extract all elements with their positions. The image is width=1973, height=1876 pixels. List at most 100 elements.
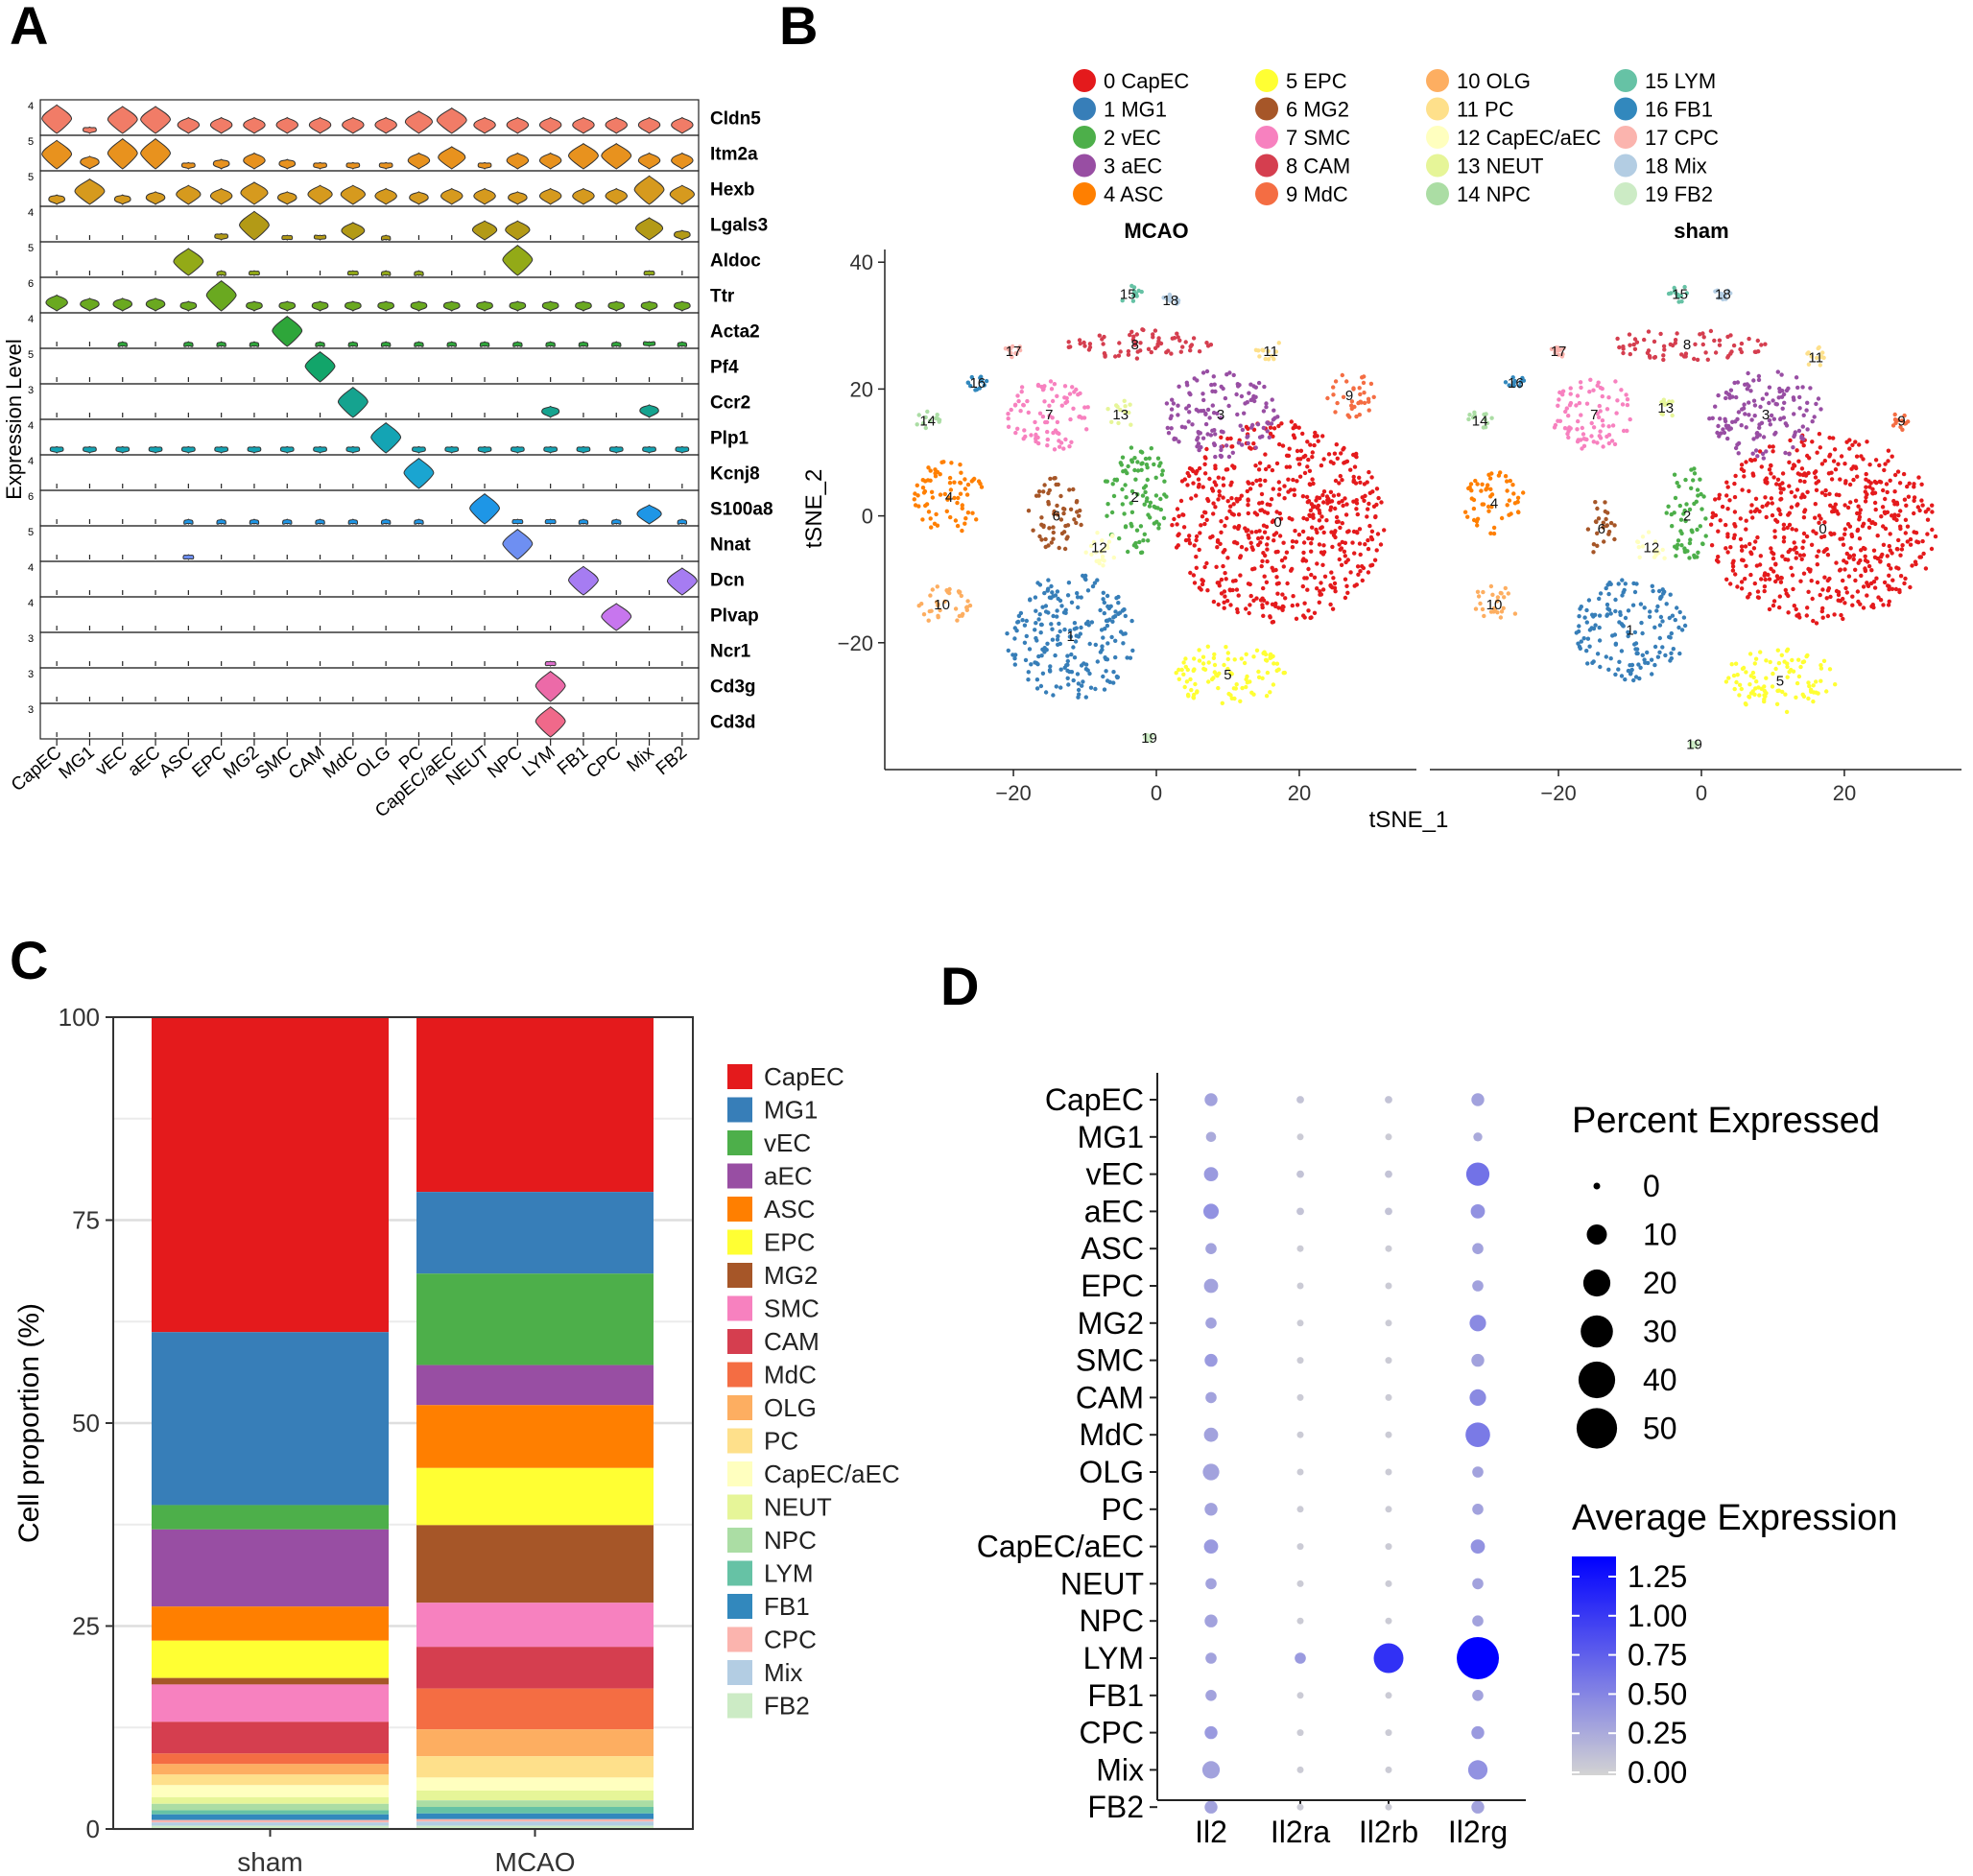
tsne-point (1723, 423, 1729, 428)
tsne-point (1082, 344, 1087, 348)
tsne-point (1800, 424, 1806, 429)
tsne-point (1337, 542, 1342, 547)
tsne-point (1850, 442, 1855, 447)
tsne-point (1213, 463, 1218, 468)
tsne-point (1737, 693, 1742, 698)
tsne-point (1046, 490, 1051, 496)
tsne-point (1015, 426, 1020, 431)
tsne-point (1661, 357, 1666, 363)
tsne-point (1291, 477, 1296, 483)
cluster-legend-swatch (1426, 154, 1449, 178)
tsne-point (1855, 589, 1861, 594)
violin-shape (414, 341, 424, 348)
tsne-point (1351, 474, 1356, 480)
tsne-point (1688, 537, 1693, 542)
tsne-point (1719, 295, 1723, 299)
tsne-point (1790, 466, 1795, 471)
tsne-point (1251, 441, 1256, 446)
tsne-point (1605, 511, 1610, 515)
tsne-point (1248, 382, 1253, 387)
tsne-point (1842, 567, 1847, 572)
tsne-point (1773, 562, 1778, 567)
tsne-point (1224, 515, 1229, 521)
violin-shape (272, 315, 303, 347)
color-bar (1572, 1556, 1616, 1775)
tsne-point (1156, 526, 1161, 531)
tsne-point (1764, 514, 1769, 520)
tsne-point (1794, 556, 1798, 560)
tsne-point (1072, 627, 1077, 631)
violin-shape (281, 234, 294, 242)
tsne-point (1187, 534, 1192, 538)
tsne-point (1590, 612, 1595, 617)
violin-shape (575, 300, 592, 312)
tsne-point (1192, 581, 1198, 585)
tsne-point (1574, 403, 1579, 408)
tsne-point (1261, 585, 1266, 591)
tsne-point (1769, 463, 1773, 468)
tsne-point (1189, 343, 1195, 347)
expression-dot (1472, 1466, 1484, 1478)
tsne-point (1867, 463, 1872, 467)
tsne-point (1854, 454, 1860, 459)
tsne-point (1725, 485, 1730, 489)
tsne-point (1188, 392, 1193, 397)
cluster-tick-label: OLG (352, 743, 394, 783)
tsne-point (1076, 605, 1081, 610)
tsne-point (1700, 507, 1704, 511)
tsne-point (1330, 606, 1336, 611)
panel-label-b: B (779, 0, 819, 56)
tsne-point (1842, 527, 1848, 532)
tsne-point (1308, 508, 1314, 513)
tsne-point (1556, 418, 1560, 423)
tsne-cluster-11 (1805, 344, 1826, 368)
tsne-point (915, 493, 920, 498)
tsne-point (1358, 552, 1363, 558)
tsne-point (1744, 563, 1748, 568)
tsne-point (928, 468, 933, 473)
legend-swatch (727, 1295, 752, 1321)
tsne-point (1786, 512, 1791, 517)
tsne-point (1354, 498, 1359, 503)
tsne-point (1176, 335, 1180, 340)
tsne-point (1786, 610, 1791, 615)
tsne-point (1283, 556, 1288, 560)
violin-shape (637, 152, 661, 170)
tsne-point (1057, 621, 1061, 627)
tsne-point (1176, 403, 1180, 408)
tsne-point (1751, 398, 1757, 403)
tsne-point (1234, 392, 1239, 397)
tsne-point (1066, 682, 1071, 687)
violin-shape (446, 341, 457, 348)
tsne-point (1766, 572, 1771, 578)
tsne-point (1661, 397, 1666, 402)
tsne-point (1261, 613, 1266, 618)
tsne-point (1231, 512, 1236, 517)
tsne-point (1874, 576, 1879, 581)
legend-label: vEC (764, 1128, 811, 1157)
tsne-point (1261, 425, 1266, 431)
tsne-point (1660, 547, 1665, 553)
tsne-point (1679, 628, 1685, 632)
violin-shape (145, 191, 166, 205)
tsne-point (1184, 380, 1189, 385)
legend-swatch (727, 1362, 752, 1388)
tsne-point (1710, 511, 1716, 515)
tsne-point (1265, 429, 1270, 434)
tsne-point (1676, 538, 1681, 543)
tsne-point (1859, 454, 1864, 459)
tsne-point (1601, 423, 1605, 428)
tsne-point (1887, 587, 1891, 592)
tsne-point (1302, 601, 1307, 606)
tsne-point (1246, 511, 1250, 516)
violin-shape (313, 445, 327, 454)
tsne-point (1320, 562, 1325, 567)
tsne-cluster-16 (965, 374, 989, 392)
tsne-point (1584, 401, 1590, 406)
tsne-point (957, 613, 962, 619)
tsne-point (1053, 476, 1058, 481)
tsne-point (1229, 480, 1234, 485)
tsne-point (1127, 410, 1131, 416)
tsne-point (1827, 452, 1833, 457)
tsne-point (1061, 530, 1067, 534)
